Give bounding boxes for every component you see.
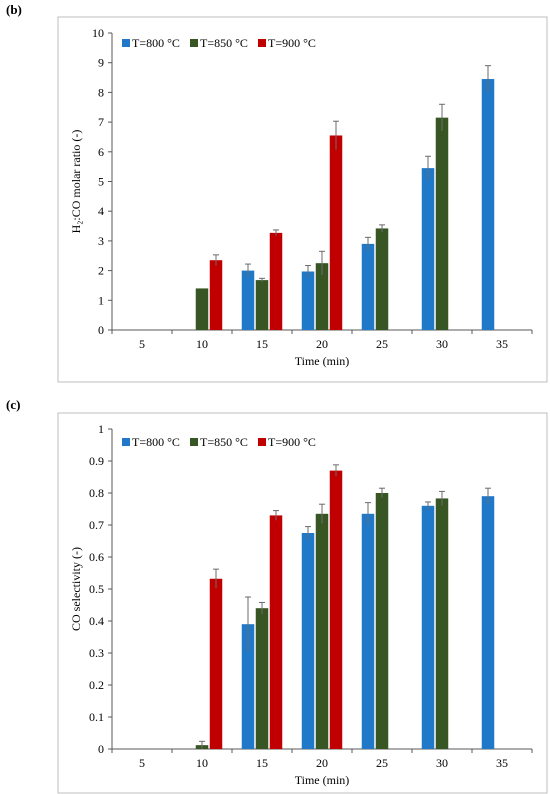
y-tick-label: 0.3 <box>89 646 104 660</box>
bar-800C-20 <box>301 271 315 330</box>
bar-800C-20 <box>301 533 315 749</box>
bar-850C-25 <box>375 493 389 749</box>
bar-850C-15 <box>255 280 269 330</box>
y-tick-label: 2 <box>98 264 104 278</box>
legend-label: T=900 °C <box>268 435 316 449</box>
y-tick-label: 0.4 <box>89 614 104 628</box>
bar-900C-20 <box>329 470 343 749</box>
y-tick-label: 9 <box>98 56 104 70</box>
chart-panel-c: (c) 0 0.1 0.2 0.3 0.4 0.5 0.6 0.7 0.8 0.9 1 5 10 15 20… <box>0 395 550 794</box>
y-tick-label: 0.8 <box>89 486 104 500</box>
x-tick-label: 30 <box>436 756 448 770</box>
panel-label-c: (c) <box>6 397 21 412</box>
legend-swatch <box>190 438 198 446</box>
bar-800C-15 <box>241 624 255 749</box>
bar-800C-15 <box>241 270 255 330</box>
x-tick-label: 5 <box>139 337 145 351</box>
x-tick-label: 30 <box>436 337 448 351</box>
bar-800C-30 <box>421 505 435 749</box>
x-tick-label: 5 <box>139 756 145 770</box>
y-tick-label: 1 <box>98 293 104 307</box>
chart-frame <box>57 412 548 794</box>
y-axis-label: CO selectivity (-) <box>69 547 83 631</box>
legend-swatch <box>190 39 198 47</box>
bar-850C-20 <box>315 263 329 330</box>
y-tick-label: 5 <box>98 175 104 189</box>
y-tick-label: 8 <box>98 85 104 99</box>
bar-900C-15 <box>269 232 283 330</box>
x-tick-label: 20 <box>316 756 328 770</box>
bar-850C-25 <box>375 228 389 330</box>
x-tick-label: 15 <box>256 756 268 770</box>
y-tick-label: 0.5 <box>89 582 104 596</box>
bar-800C-25 <box>361 243 375 330</box>
bar-850C-20 <box>315 513 329 749</box>
y-tick-label: 6 <box>98 145 104 159</box>
legend-label: T=800 °C <box>132 435 180 449</box>
bar-850C-10 <box>195 288 209 330</box>
bar-900C-10 <box>209 578 223 749</box>
panel-label-b: (b) <box>6 2 22 17</box>
x-axis-label: Time (min) <box>295 354 350 368</box>
legend-label: T=850 °C <box>200 435 248 449</box>
bar-800C-35 <box>481 496 495 749</box>
y-tick-label: 0.9 <box>89 454 104 468</box>
x-tick-label: 15 <box>256 337 268 351</box>
y-tick-label: 0 <box>98 323 104 337</box>
chart-panel-b: (b) 0 1 2 3 4 5 6 7 8 9 10 5 10 15 20 25 30 35 T=800 °C T=8… <box>0 0 550 385</box>
y-tick-label: 0.1 <box>89 710 104 724</box>
y-tick-label: 10 <box>92 26 104 40</box>
bar-850C-30 <box>435 117 449 331</box>
legend-swatch <box>122 438 130 446</box>
bar-850C-30 <box>435 498 449 749</box>
bar-900C-20 <box>329 135 343 330</box>
y-tick-label: 3 <box>98 234 104 248</box>
x-tick-label: 35 <box>496 337 508 351</box>
x-tick-label: 35 <box>496 756 508 770</box>
y-tick-label: 0 <box>98 742 104 756</box>
bar-800C-25 <box>361 513 375 749</box>
y-axis-label: H₂:CO molar ratio (-) <box>69 130 83 234</box>
h2co-ratio-chart: 0 1 2 3 4 5 6 7 8 9 10 5 10 15 20 25 30 35 T=800 °C T=850 °… <box>57 16 548 383</box>
legend-label: T=900 °C <box>268 36 316 50</box>
x-tick-label: 10 <box>196 337 208 351</box>
y-tick-label: 0.2 <box>89 678 104 692</box>
x-tick-label: 20 <box>316 337 328 351</box>
bar-900C-10 <box>209 260 223 330</box>
x-axis-label: Time (min) <box>295 773 350 787</box>
legend-label: T=800 °C <box>132 36 180 50</box>
y-tick-label: 7 <box>98 115 104 129</box>
co-selectivity-chart: 00.10.20.30.40.50.60.70.80.915 10 15 20 25 30… <box>57 412 548 794</box>
y-tick-label: 0.7 <box>89 518 104 532</box>
bar-850C-15 <box>255 608 269 749</box>
x-tick-label: 25 <box>376 756 388 770</box>
bar-800C-30 <box>421 168 435 330</box>
legend-swatch <box>258 39 266 47</box>
chart-frame <box>57 16 548 383</box>
bar-900C-15 <box>269 515 283 749</box>
y-tick-label: 4 <box>98 204 104 218</box>
x-tick-label: 10 <box>196 756 208 770</box>
x-tick-label: 25 <box>376 337 388 351</box>
y-tick-label: 0.6 <box>89 550 104 564</box>
legend-label: T=850 °C <box>200 36 248 50</box>
y-tick-label: 1 <box>98 422 104 436</box>
bar-800C-35 <box>481 79 495 330</box>
legend-swatch <box>122 39 130 47</box>
legend-swatch <box>258 438 266 446</box>
